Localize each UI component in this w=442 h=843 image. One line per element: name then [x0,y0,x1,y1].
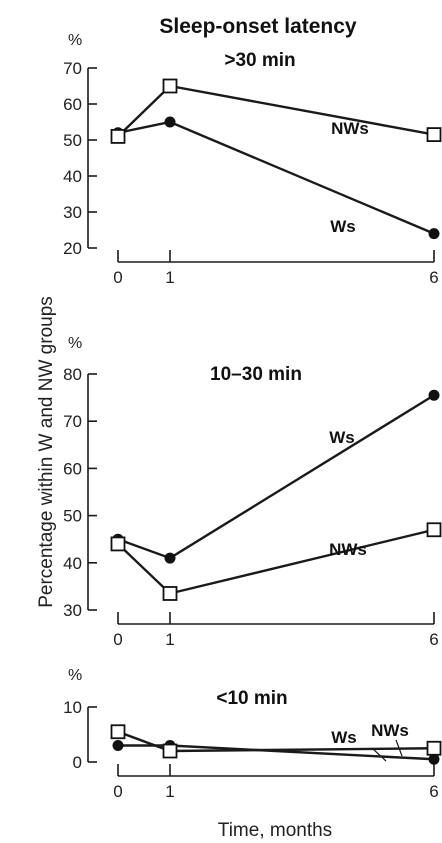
y-tick-label: 30 [63,203,82,222]
x-tick-label: 1 [165,782,174,801]
y-tick-label: 70 [63,59,82,78]
y-tick-label: 50 [63,131,82,150]
series-line-nws [117,84,435,138]
y-tick-label: 40 [63,554,82,573]
data-point-ws [428,389,440,401]
unit-label: % [68,335,82,352]
series-line-ws [117,120,435,235]
data-point-nws [110,536,126,552]
x-tick-label: 1 [165,630,174,649]
y-tick-label: 80 [63,365,82,384]
data-point-nws [110,724,126,740]
y-tick-label: 0 [73,753,82,772]
y-tick-label: 70 [63,412,82,431]
series-line-ws [117,394,435,560]
y-tick-label: 40 [63,167,82,186]
panel-3: <10 min% 0 10 0 1 6 Ws NWs [63,667,442,801]
data-point-ws [164,552,176,564]
data-point-nws [162,743,178,759]
series-line-nws [117,528,435,595]
series-label-pointer [395,739,403,757]
data-point-nws [162,78,178,94]
panel-title: 10–30 min [210,364,302,385]
y-tick-label: 10 [63,698,82,717]
y-tick-label: 50 [63,507,82,526]
unit-label: % [68,667,82,684]
panel-title: >30 min [224,50,295,71]
data-point-nws [426,522,442,538]
x-tick-label: 6 [429,630,438,649]
panel-1: >30 min% 20 30 40 50 60 70 0 1 6 NWs Ws [63,32,442,287]
y-tick-label: 20 [63,239,82,258]
panel-2: 10–30 min% 30 40 50 60 70 80 0 1 6 Ws NWs [63,335,442,649]
chart-title: Sleep-onset latency [159,15,357,38]
y-tick-label: 60 [63,95,82,114]
x-tick-label: 6 [429,782,438,801]
unit-label: % [68,32,82,49]
panel-title: <10 min [216,688,287,709]
series-label-ws: Ws [329,428,355,447]
data-point-ws [428,228,440,240]
x-tick-label: 1 [165,268,174,287]
data-point-nws [162,586,178,601]
series-label-nws: NWs [329,540,367,559]
y-axis-label: Percentage within W and NW groups [36,296,57,608]
series-label-ws: Ws [331,728,357,747]
series-label-pointer [371,747,387,762]
data-point-ws [112,740,124,751]
data-point-ws [164,116,176,128]
y-tick-label: 30 [63,601,82,620]
data-point-nws [110,128,126,144]
x-tick-label: 0 [113,268,122,287]
y-tick-label: 60 [63,459,82,478]
data-point-nws [426,127,442,143]
data-point-ws [428,753,440,765]
x-tick-label: 0 [113,630,122,649]
x-tick-label: 6 [429,268,438,287]
x-tick-label: 0 [113,782,122,801]
data-point-nws [426,740,442,756]
series-label-nws: NWs [331,119,369,138]
series-label-nws: NWs [371,721,409,740]
x-axis-label: Time, months [218,820,332,841]
series-label-ws: Ws [330,217,356,236]
